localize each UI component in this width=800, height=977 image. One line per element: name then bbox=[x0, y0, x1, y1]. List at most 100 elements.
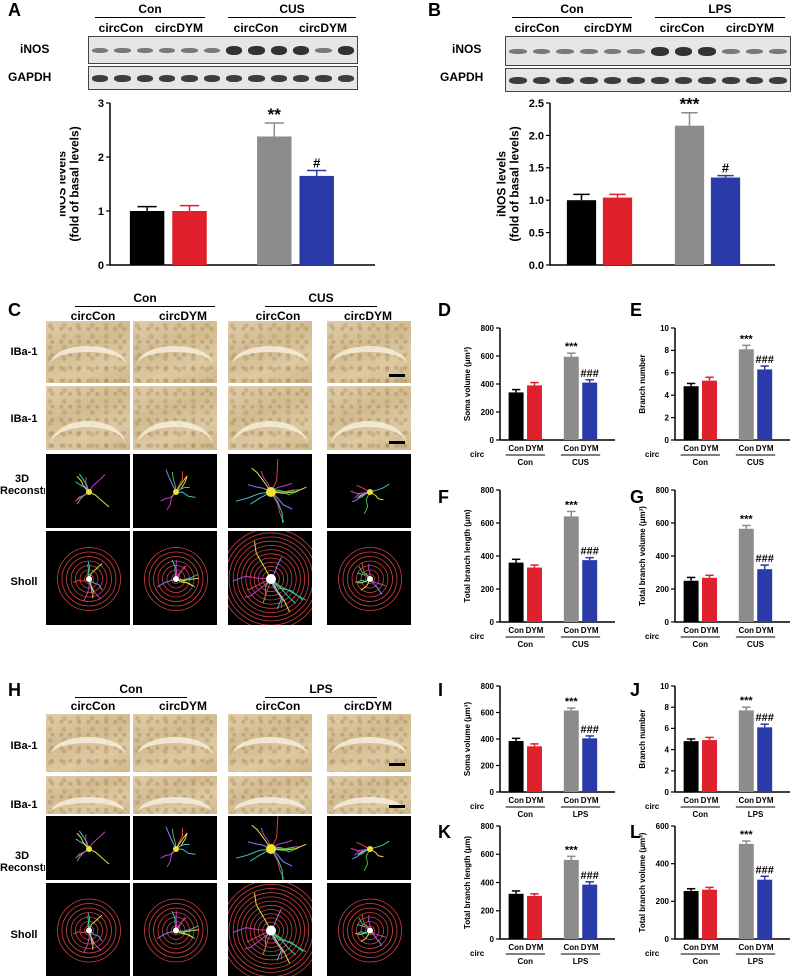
y-tick-label: 8 bbox=[665, 346, 670, 355]
blot-a-group1: Con bbox=[138, 2, 162, 16]
blot-a-row-inos: iNOS bbox=[20, 42, 50, 56]
blot-band bbox=[698, 76, 716, 84]
group-label: Con bbox=[693, 458, 709, 467]
scale-bar bbox=[389, 763, 405, 766]
blot-band bbox=[203, 47, 220, 53]
y-tick-label: 0 bbox=[665, 436, 670, 445]
iba1-micrograph bbox=[227, 385, 313, 451]
y-tick-label: 2 bbox=[98, 152, 104, 164]
x-tick-label: DYM bbox=[526, 796, 544, 805]
x-tick-label: DYM bbox=[526, 943, 544, 952]
blot-band bbox=[556, 76, 574, 84]
y-tick-label: 800 bbox=[481, 822, 495, 831]
panel-label-l: L bbox=[630, 822, 641, 842]
blot-band bbox=[651, 76, 669, 84]
blot-band bbox=[722, 48, 740, 54]
y-tick-label: 0 bbox=[490, 618, 495, 627]
y-axis-label: iNOS levels bbox=[60, 151, 69, 217]
reconstruction-image bbox=[45, 815, 131, 881]
significance-label: *** bbox=[740, 695, 754, 707]
bar bbox=[582, 738, 598, 792]
x-tick-label: Con bbox=[739, 626, 755, 635]
y-tick-label: 400 bbox=[656, 552, 670, 561]
significance-label: *** bbox=[740, 513, 754, 525]
y-tick-label: 0.0 bbox=[529, 260, 544, 272]
blot-band bbox=[136, 47, 153, 53]
bar bbox=[757, 569, 773, 622]
mic-c-group1: Con bbox=[133, 291, 157, 305]
blot-band bbox=[580, 48, 598, 54]
significance-label: # bbox=[313, 156, 321, 171]
x-row-label: circ bbox=[645, 802, 660, 811]
y-axis-label: Branch number bbox=[638, 709, 647, 768]
reconstruction-image bbox=[326, 453, 412, 529]
significance-label: *** bbox=[565, 341, 579, 353]
blot-band bbox=[674, 76, 693, 84]
bar bbox=[563, 356, 579, 440]
mic-h-sub4: circDYM bbox=[343, 699, 393, 713]
bar bbox=[702, 889, 717, 939]
blot-b-inos-strip bbox=[505, 36, 791, 66]
blot-band bbox=[745, 48, 764, 54]
x-tick-label: Con bbox=[564, 444, 580, 453]
y-axis-label: iNOS levels bbox=[495, 151, 509, 217]
group-label: Con bbox=[693, 640, 709, 649]
blot-b-row-inos: iNOS bbox=[452, 42, 482, 56]
blot-band bbox=[745, 76, 764, 84]
mic-c-sub3: circCon bbox=[255, 309, 301, 323]
sholl-image bbox=[45, 882, 131, 977]
y-tick-label: 0 bbox=[490, 788, 495, 797]
blot-band bbox=[293, 74, 310, 82]
x-tick-label: Con bbox=[683, 626, 699, 635]
reconstruction-image bbox=[227, 815, 313, 881]
blot-a-gapdh-strip bbox=[88, 66, 358, 90]
iba1-micrograph bbox=[227, 713, 313, 773]
blot-band bbox=[532, 76, 551, 84]
blot-band bbox=[270, 45, 287, 55]
x-tick-label: Con bbox=[508, 943, 524, 952]
y-tick-label: 3 bbox=[98, 98, 104, 110]
bar bbox=[527, 385, 542, 440]
bar bbox=[508, 392, 524, 440]
blot-band bbox=[627, 48, 645, 54]
y-tick-label: 600 bbox=[481, 708, 495, 717]
panel-label-h: H bbox=[8, 680, 21, 700]
bar bbox=[683, 741, 699, 792]
y-tick-label: 200 bbox=[481, 408, 495, 417]
significance-label: ### bbox=[581, 870, 599, 882]
reconstruction-image bbox=[132, 453, 218, 529]
bar bbox=[702, 577, 717, 622]
x-tick-label: DYM bbox=[701, 796, 719, 805]
group-label: Con bbox=[518, 810, 534, 819]
x-row-label: circ bbox=[470, 632, 485, 641]
y-tick-label: 0 bbox=[490, 935, 495, 944]
significance-label: ** bbox=[268, 105, 282, 124]
y-axis-label: Total branch length (μm) bbox=[463, 509, 472, 603]
panel-label-j: J bbox=[630, 680, 641, 700]
x-tick-label: DYM bbox=[581, 796, 599, 805]
blot-band bbox=[114, 74, 131, 82]
y-axis-label: (fold of basal levels) bbox=[508, 126, 522, 241]
iba1-micrograph bbox=[227, 775, 313, 815]
y-tick-label: 1 bbox=[98, 206, 104, 218]
significance-label: *** bbox=[565, 696, 579, 708]
panel-label-d: D bbox=[438, 300, 451, 320]
blot-band bbox=[674, 46, 693, 56]
mic-h-sub1: circCon bbox=[70, 699, 116, 713]
blot-band bbox=[92, 74, 109, 82]
blot-a-inos-strip bbox=[88, 36, 358, 64]
significance-label: ### bbox=[581, 724, 599, 736]
group-label: CUS bbox=[747, 458, 765, 467]
chart-d: 0 200 400 600 800 Soma volume (μm³) *** ### circ… bbox=[463, 324, 615, 467]
chart-g: 0 200 400 600 800 Total branch volume (μm³) **… bbox=[638, 486, 790, 649]
panel-label-i: I bbox=[438, 680, 444, 700]
sholl-image bbox=[227, 882, 313, 977]
blot-b-row-gapdh: GAPDH bbox=[440, 70, 484, 84]
blot-band bbox=[651, 46, 669, 56]
blot-a-sub2: circDYM bbox=[154, 21, 204, 35]
blot-band bbox=[532, 48, 551, 54]
y-tick-label: 600 bbox=[481, 519, 495, 528]
bar bbox=[582, 382, 598, 440]
mic-h-row3-label: 3D Reconstruction bbox=[0, 850, 81, 874]
